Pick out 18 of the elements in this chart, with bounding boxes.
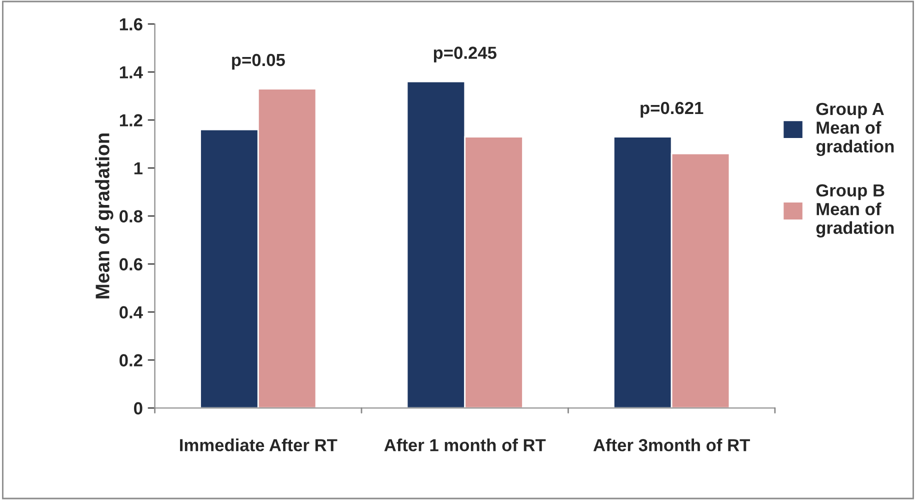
annotation: p=0.245: [434, 46, 496, 62]
x-tick-label: After 3month of RT: [593, 438, 750, 452]
legend-label: Group A Mean of gradation: [816, 102, 894, 156]
x-tick-label: Immediate After RT: [180, 438, 338, 452]
y-tick-label: 0.4: [120, 306, 143, 318]
y-tick-label: 1: [134, 162, 143, 174]
y-tick-label: 0.2: [120, 354, 142, 366]
annotation: p=0.621: [640, 102, 704, 118]
y-axis-title: Mean of gradation: [95, 133, 114, 298]
y-tick-label: 0: [134, 402, 142, 414]
y-tick-label: 0.6: [120, 258, 142, 270]
annotation: p=0.05: [232, 54, 285, 70]
legend-label: Group B Mean of gradation: [816, 184, 894, 238]
y-tick-label: 1.4: [120, 66, 143, 78]
y-tick-label: 1.6: [120, 18, 142, 30]
y-tick-label: 1.2: [120, 114, 142, 126]
y-tick-label: 0.8: [120, 210, 142, 222]
x-tick-label: After 1 month of RT: [384, 438, 546, 452]
